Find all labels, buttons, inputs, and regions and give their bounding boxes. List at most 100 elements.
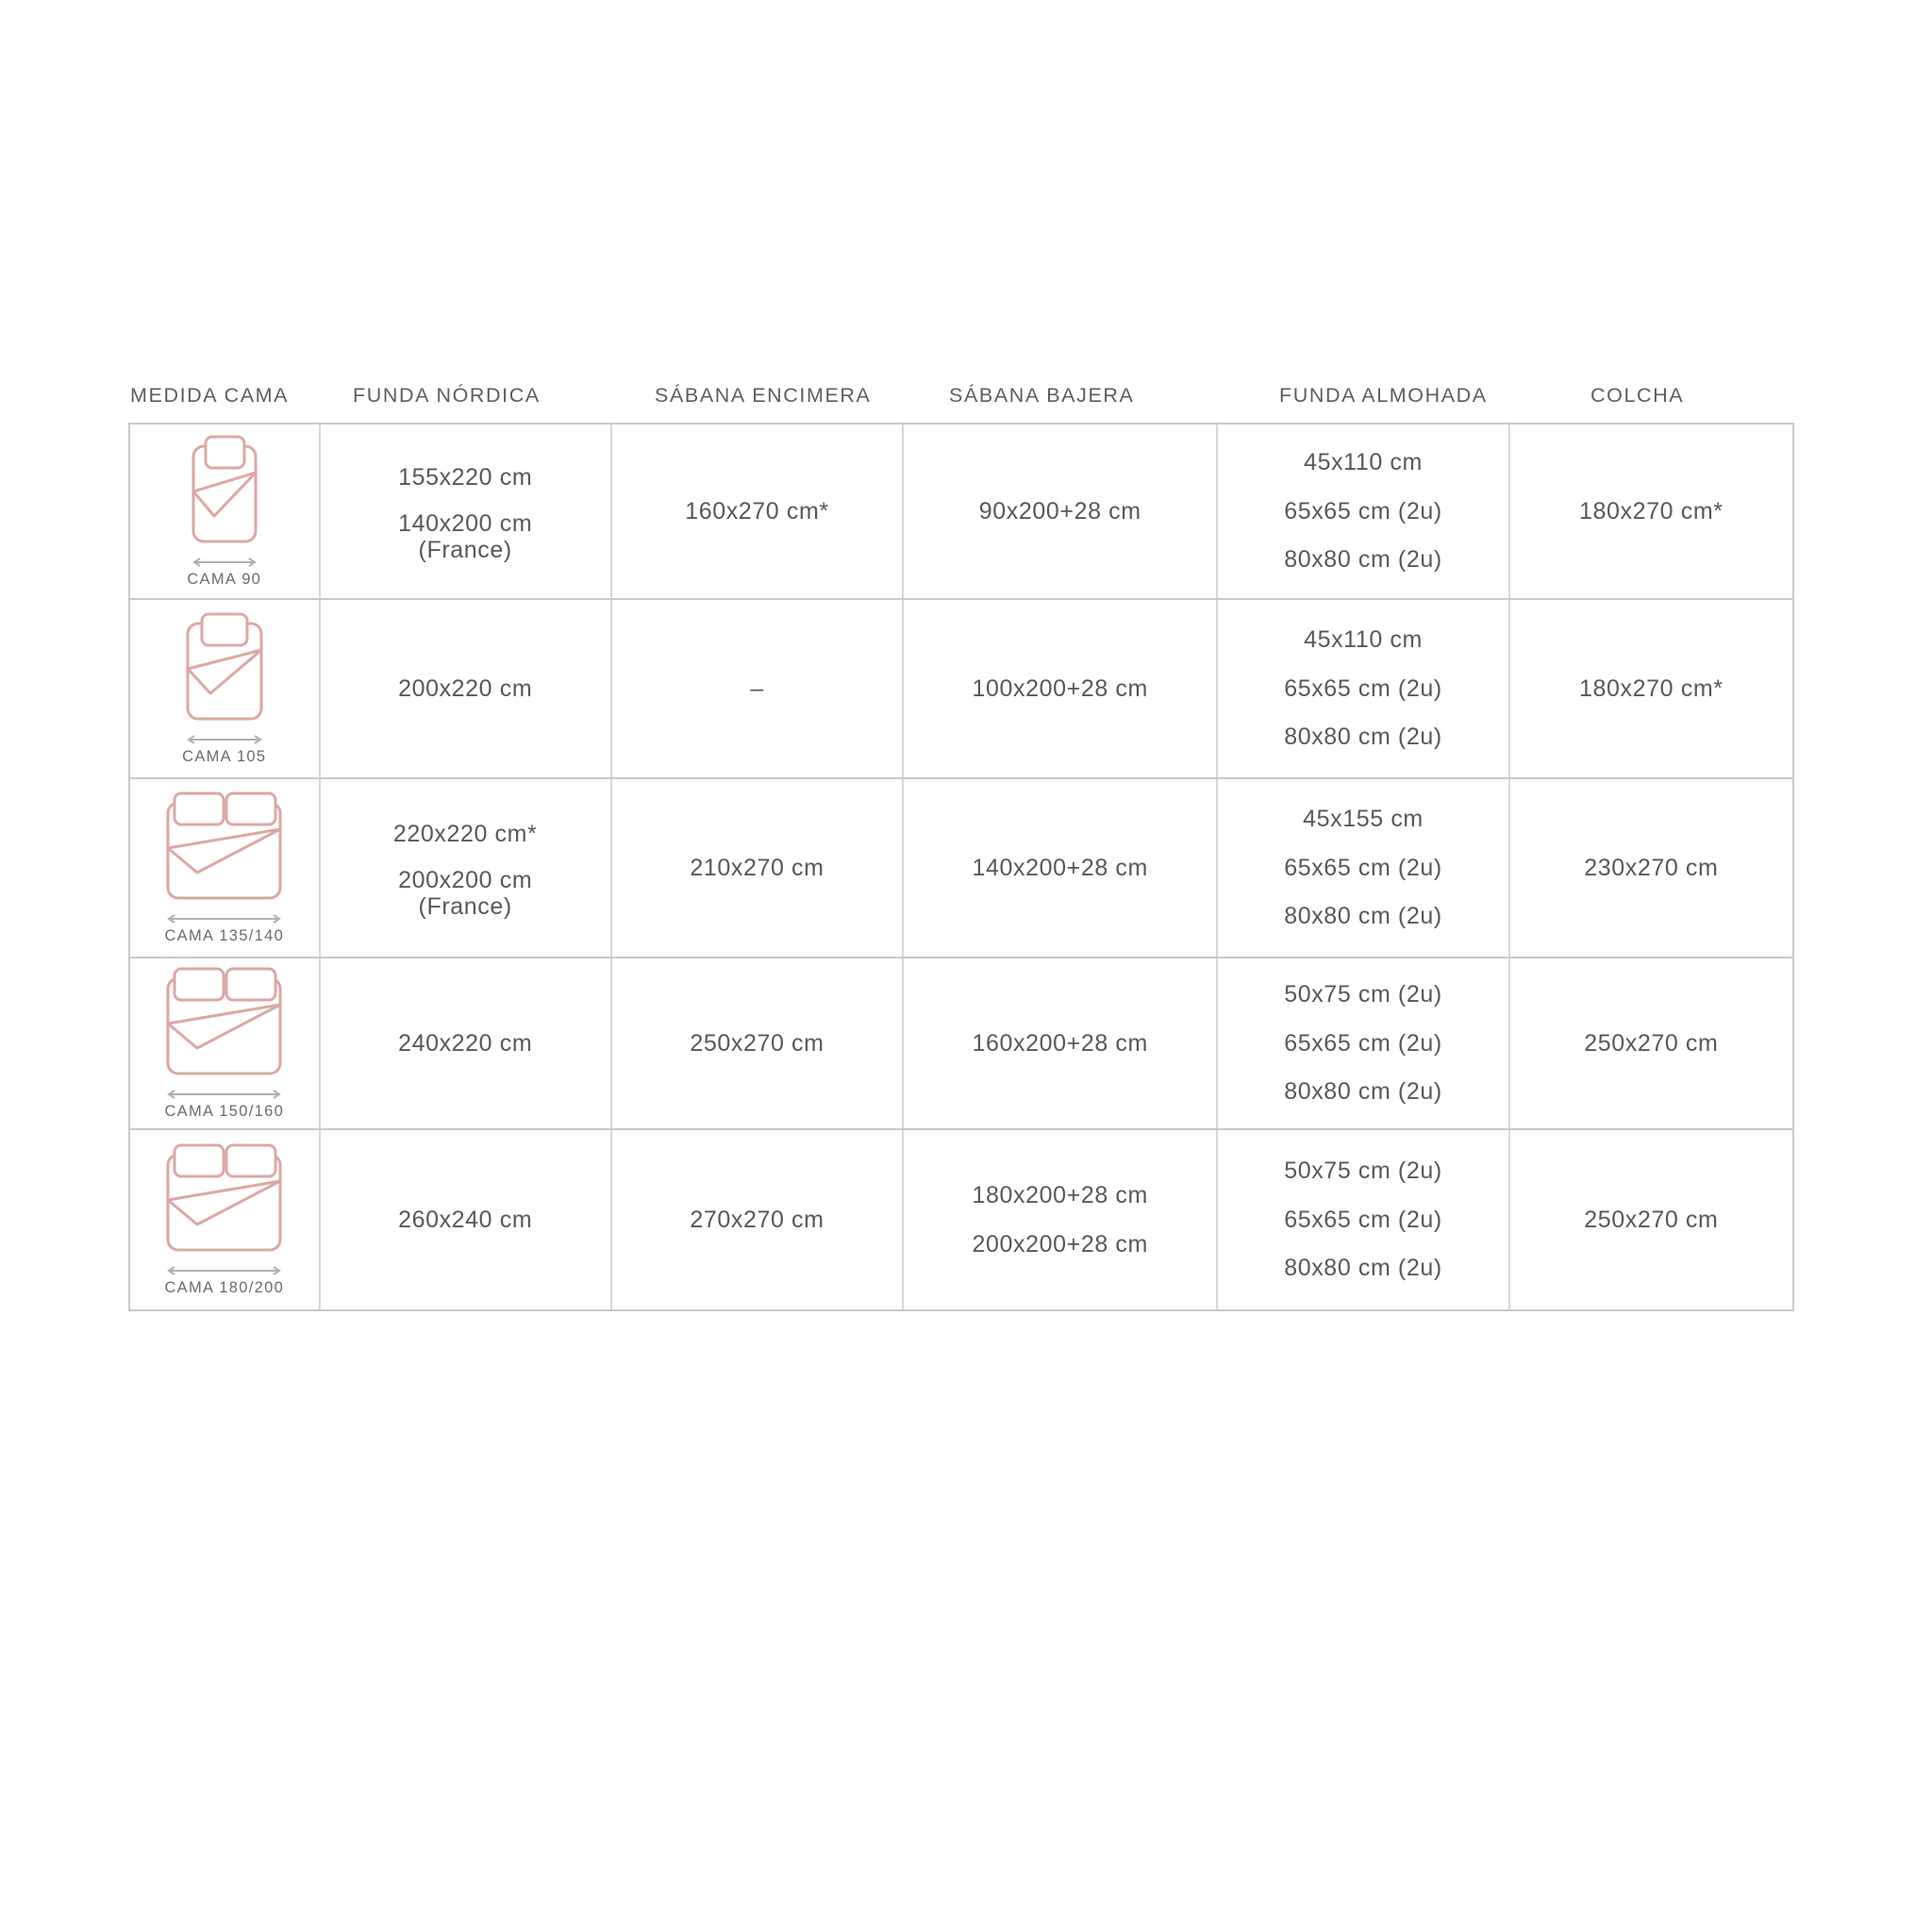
bed-icon xyxy=(186,612,263,721)
size-guide-table: MEDIDA CAMA FUNDA NÓRDICA SÁBANA ENCIMER… xyxy=(128,368,1794,1311)
value-text: 250x270 cm xyxy=(1584,1206,1719,1233)
value-text: (France) xyxy=(418,537,512,564)
bed-icon xyxy=(192,435,258,543)
cell-sabana-encimera: 160x270 cm* xyxy=(612,425,905,598)
bed-icon xyxy=(166,967,282,1075)
value-text: 160x200+28 cm xyxy=(972,1029,1148,1057)
bed-width-arrow-icon xyxy=(166,1266,281,1275)
value-text: 90x200+28 cm xyxy=(978,497,1141,525)
cell-funda-almohada: 45x110 cm 65x65 cm (2u) 80x80 cm (2u) xyxy=(1218,600,1510,777)
column-header-funda-nordica: FUNDA NÓRDICA xyxy=(353,383,541,407)
bed-illustration-cama-105: CAMA 105 xyxy=(165,611,284,766)
bed-size-label: CAMA 90 xyxy=(187,571,262,588)
cell-funda-nordica: 155x220 cm 140x200 cm (France) xyxy=(321,425,612,598)
value-text: (France) xyxy=(418,893,512,921)
value-text: 140x200+28 cm xyxy=(972,854,1148,881)
cell-sabana-encimera: 250x270 cm xyxy=(612,958,905,1128)
value-text: 230x270 cm xyxy=(1584,854,1719,881)
cell-sabana-encimera: 270x270 cm xyxy=(612,1130,905,1309)
value-text: 250x270 cm xyxy=(690,1029,824,1057)
cell-colcha: 180x270 cm* xyxy=(1510,600,1792,777)
value-text: 50x75 cm (2u) xyxy=(1284,1157,1442,1184)
bed-width-arrow-icon xyxy=(186,735,262,744)
cell-funda-nordica: 260x240 cm xyxy=(321,1130,612,1309)
value-text: 65x65 cm (2u) xyxy=(1284,854,1442,881)
value-text: 65x65 cm (2u) xyxy=(1284,497,1442,525)
column-header-funda-almohada: FUNDA ALMOHADA xyxy=(1279,383,1488,407)
value-text: 240x220 cm xyxy=(398,1029,533,1057)
bed-width-arrow-icon xyxy=(166,1090,281,1099)
value-text: 180x270 cm* xyxy=(1579,675,1724,702)
table-row: CAMA 150/160 240x220 cm 250x270 cm 160x2… xyxy=(130,958,1792,1130)
value-text: 250x270 cm xyxy=(1584,1029,1719,1057)
cell-funda-nordica: 220x220 cm* 200x200 cm (France) xyxy=(321,779,612,957)
cell-funda-almohada: 50x75 cm (2u) 65x65 cm (2u) 80x80 cm (2u… xyxy=(1218,958,1510,1128)
bed-width-arrow-icon xyxy=(192,558,257,567)
value-text: 200x220 cm xyxy=(398,675,533,702)
value-text: 155x220 cm xyxy=(398,463,533,491)
value-text: 260x240 cm xyxy=(398,1206,533,1233)
column-header-sabana-encimera: SÁBANA ENCIMERA xyxy=(655,383,872,407)
cell-sabana-encimera: – xyxy=(612,600,905,777)
bed-diagram-cell: CAMA 90 xyxy=(130,425,321,598)
table-row: CAMA 180/200 260x240 cm 270x270 cm 180x2… xyxy=(130,1130,1792,1309)
value-text: 80x80 cm (2u) xyxy=(1284,724,1442,751)
cell-colcha: 230x270 cm xyxy=(1510,779,1792,957)
cell-sabana-bajera: 140x200+28 cm xyxy=(904,779,1219,957)
value-text: 80x80 cm (2u) xyxy=(1284,1078,1442,1106)
table-row: CAMA 105 200x220 cm – 100x200+28 cm 45x1… xyxy=(130,600,1792,779)
value-text: 210x270 cm xyxy=(690,854,824,881)
cell-colcha: 250x270 cm xyxy=(1510,958,1792,1128)
value-text: 100x200+28 cm xyxy=(972,675,1148,702)
bed-illustration-cama-135-140: CAMA 135/140 xyxy=(156,791,293,945)
bed-illustration-cama-150-160: CAMA 150/160 xyxy=(156,966,293,1121)
cell-sabana-bajera: 180x200+28 cm 200x200+28 cm xyxy=(904,1130,1219,1309)
value-text: 65x65 cm (2u) xyxy=(1284,675,1442,702)
bed-width-arrow-icon xyxy=(166,914,281,924)
cell-sabana-bajera: 100x200+28 cm xyxy=(904,600,1219,777)
bed-diagram-cell: CAMA 135/140 xyxy=(130,779,321,957)
cell-colcha: 250x270 cm xyxy=(1510,1130,1792,1309)
cell-colcha: 180x270 cm* xyxy=(1510,425,1792,598)
value-text: 80x80 cm (2u) xyxy=(1284,903,1442,930)
bed-size-label: CAMA 150/160 xyxy=(164,1103,285,1120)
value-text: 270x270 cm xyxy=(690,1206,824,1233)
bed-diagram-cell: CAMA 150/160 xyxy=(130,958,321,1128)
cell-funda-almohada: 45x155 cm 65x65 cm (2u) 80x80 cm (2u) xyxy=(1218,779,1510,957)
bed-illustration-cama-180-200: CAMA 180/200 xyxy=(156,1142,293,1297)
table-body: CAMA 90 155x220 cm 140x200 cm (France) 1… xyxy=(128,423,1794,1311)
value-text: 160x270 cm* xyxy=(685,497,829,525)
value-text: – xyxy=(750,675,764,702)
bed-icon xyxy=(166,791,282,900)
bed-size-label: CAMA 135/140 xyxy=(164,927,285,944)
bed-size-label: CAMA 105 xyxy=(182,748,267,765)
cell-funda-nordica: 200x220 cm xyxy=(321,600,612,777)
value-text: 140x200 cm xyxy=(398,510,533,538)
value-text: 80x80 cm (2u) xyxy=(1284,546,1442,574)
value-text: 180x200+28 cm xyxy=(972,1181,1148,1208)
table-row: CAMA 90 155x220 cm 140x200 cm (France) 1… xyxy=(130,425,1792,600)
cell-sabana-bajera: 160x200+28 cm xyxy=(904,958,1219,1128)
bed-size-label: CAMA 180/200 xyxy=(164,1279,285,1296)
cell-funda-nordica: 240x220 cm xyxy=(321,958,612,1128)
column-header-colcha: COLCHA xyxy=(1591,383,1685,407)
cell-sabana-bajera: 90x200+28 cm xyxy=(904,425,1219,598)
column-header-sabana-bajera: SÁBANA BAJERA xyxy=(949,383,1135,407)
table-row: CAMA 135/140 220x220 cm* 200x200 cm (Fra… xyxy=(130,779,1792,958)
cell-funda-almohada: 45x110 cm 65x65 cm (2u) 80x80 cm (2u) xyxy=(1218,425,1510,598)
table-header-row: MEDIDA CAMA FUNDA NÓRDICA SÁBANA ENCIMER… xyxy=(128,368,1794,423)
column-header-medida-cama: MEDIDA CAMA xyxy=(130,383,290,407)
value-text: 220x220 cm* xyxy=(392,820,538,847)
value-text: 45x110 cm xyxy=(1304,625,1423,653)
bed-icon xyxy=(166,1143,282,1252)
value-text: 200x200+28 cm xyxy=(972,1230,1148,1257)
cell-sabana-encimera: 210x270 cm xyxy=(612,779,905,957)
value-text: 65x65 cm (2u) xyxy=(1284,1029,1442,1057)
value-text: 180x270 cm* xyxy=(1579,497,1724,525)
value-text: 65x65 cm (2u) xyxy=(1284,1206,1442,1233)
value-text: 45x110 cm xyxy=(1304,448,1423,475)
bed-diagram-cell: CAMA 180/200 xyxy=(130,1130,321,1309)
value-text: 45x155 cm xyxy=(1303,805,1424,832)
bed-illustration-cama-90: CAMA 90 xyxy=(170,434,279,589)
